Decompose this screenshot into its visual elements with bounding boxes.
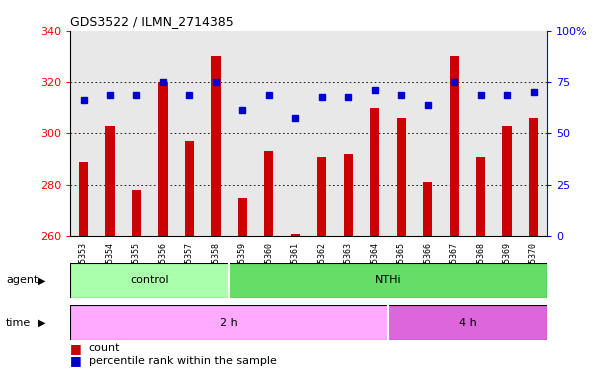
Bar — [450, 56, 459, 236]
Bar — [397, 118, 406, 236]
Bar — [79, 162, 88, 236]
Bar — [388, 31, 414, 236]
Bar — [476, 157, 485, 236]
Bar — [291, 233, 300, 236]
Bar — [176, 31, 203, 236]
Text: NTHi: NTHi — [375, 275, 401, 285]
Text: GDS3522 / ILMN_2714385: GDS3522 / ILMN_2714385 — [70, 15, 234, 28]
Bar — [211, 56, 221, 236]
Bar — [203, 31, 229, 236]
Bar — [467, 31, 494, 236]
Bar — [150, 31, 176, 236]
Text: time: time — [6, 318, 31, 328]
Bar — [521, 31, 547, 236]
Text: 4 h: 4 h — [458, 318, 477, 328]
Bar — [132, 190, 141, 236]
Bar — [370, 108, 379, 236]
Bar — [362, 31, 388, 236]
Bar — [70, 31, 97, 236]
Bar — [414, 31, 441, 236]
Bar — [264, 151, 274, 236]
Bar — [255, 31, 282, 236]
Text: percentile rank within the sample: percentile rank within the sample — [89, 356, 276, 366]
Bar — [229, 263, 547, 298]
Bar — [309, 31, 335, 236]
Text: ▶: ▶ — [38, 275, 45, 285]
Text: 2 h: 2 h — [220, 318, 238, 328]
Bar — [123, 31, 150, 236]
Bar — [238, 198, 247, 236]
Bar — [70, 305, 388, 340]
Bar — [529, 118, 538, 236]
Bar — [494, 31, 521, 236]
Text: agent: agent — [6, 275, 38, 285]
Bar — [105, 126, 115, 236]
Bar — [158, 82, 167, 236]
Text: ■: ■ — [70, 354, 86, 367]
Bar — [502, 126, 512, 236]
Bar — [441, 31, 467, 236]
Bar — [229, 31, 255, 236]
Bar — [185, 141, 194, 236]
Bar — [317, 157, 326, 236]
Bar — [335, 31, 362, 236]
Text: ▶: ▶ — [38, 318, 45, 328]
Bar — [423, 182, 433, 236]
Bar — [70, 263, 229, 298]
Text: ■: ■ — [70, 342, 86, 355]
Text: count: count — [89, 343, 120, 353]
Bar — [343, 154, 353, 236]
Bar — [97, 31, 123, 236]
Bar — [388, 305, 547, 340]
Text: control: control — [130, 275, 169, 285]
Bar — [282, 31, 309, 236]
